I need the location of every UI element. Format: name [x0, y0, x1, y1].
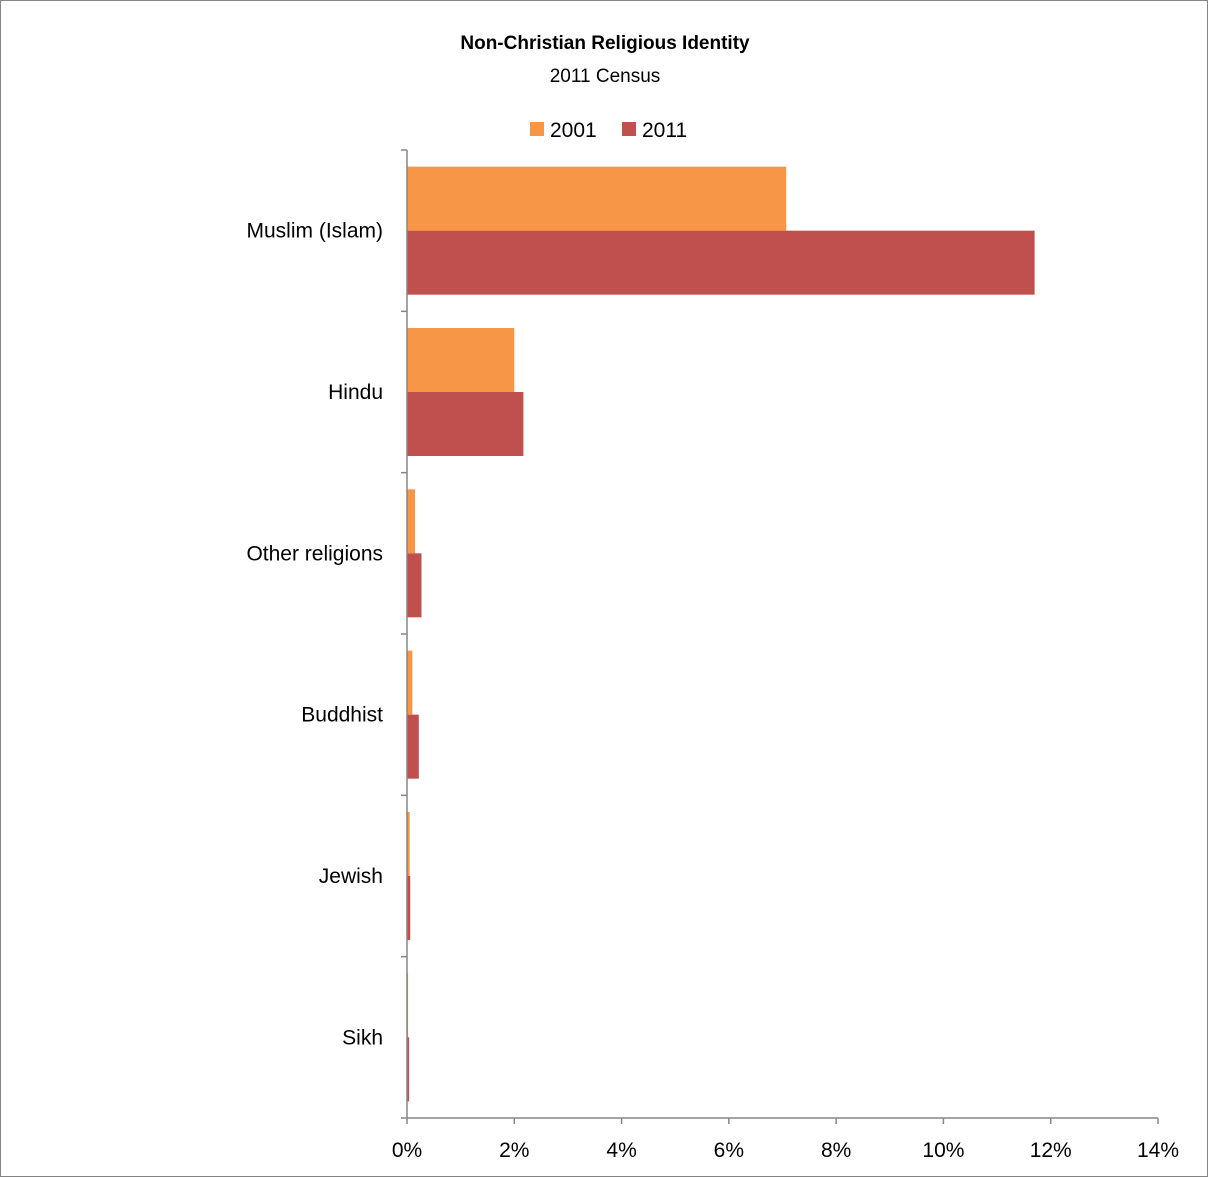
category-label-muslim-islam: Muslim (Islam): [247, 220, 384, 243]
category-label-sikh: Sikh: [342, 1026, 383, 1049]
x-tick-label: 12%: [1030, 1139, 1072, 1162]
bars: [407, 166, 1035, 1102]
x-tick-label: 10%: [922, 1139, 964, 1162]
bar-muslim-islam-2001: [407, 166, 787, 231]
bar-sikh-2011: [407, 1037, 410, 1102]
bar-hindu-2011: [407, 392, 524, 456]
x-tick-label: 8%: [821, 1139, 851, 1162]
legend-swatch-2001: [530, 122, 544, 136]
x-tick-label: 0%: [392, 1139, 422, 1162]
category-label-jewish: Jewish: [319, 865, 383, 888]
bar-other-religions-2001: [407, 489, 416, 554]
bar-other-religions-2011: [407, 553, 422, 618]
bar-hindu-2001: [407, 328, 515, 392]
legend-label-2011: 2011: [642, 119, 687, 142]
legend-swatch-2011: [622, 122, 636, 136]
x-tick-label: 6%: [714, 1139, 744, 1162]
chart-subtitle: 2011 Census: [550, 66, 661, 87]
x-tick-label: 14%: [1137, 1139, 1179, 1162]
bar-buddhist-2001: [407, 650, 413, 715]
category-label-buddhist: Buddhist: [301, 704, 383, 727]
chart-title: Non-Christian Religious Identity: [460, 33, 750, 54]
bar-jewish-2001: [407, 812, 410, 876]
category-label-other-religions: Other religions: [246, 542, 383, 565]
axes: [406, 150, 1158, 1119]
bar-muslim-islam-2011: [407, 230, 1035, 295]
category-label-hindu: Hindu: [328, 381, 383, 404]
bar-buddhist-2011: [407, 714, 419, 779]
legend: 2001 2011: [530, 119, 687, 142]
legend-label-2001: 2001: [550, 119, 597, 142]
x-tick-label: 2%: [499, 1139, 529, 1162]
category-labels: Muslim (Islam) Hindu Other religions Buddhi…: [246, 220, 383, 1050]
bar-jewish-2011: [407, 876, 411, 940]
x-axis-ticks: 0% 2% 4% 6% 8% 10% 12% 14%: [392, 1118, 1179, 1162]
x-tick-label: 4%: [606, 1139, 636, 1162]
y-axis-ticks: [401, 149, 407, 1119]
